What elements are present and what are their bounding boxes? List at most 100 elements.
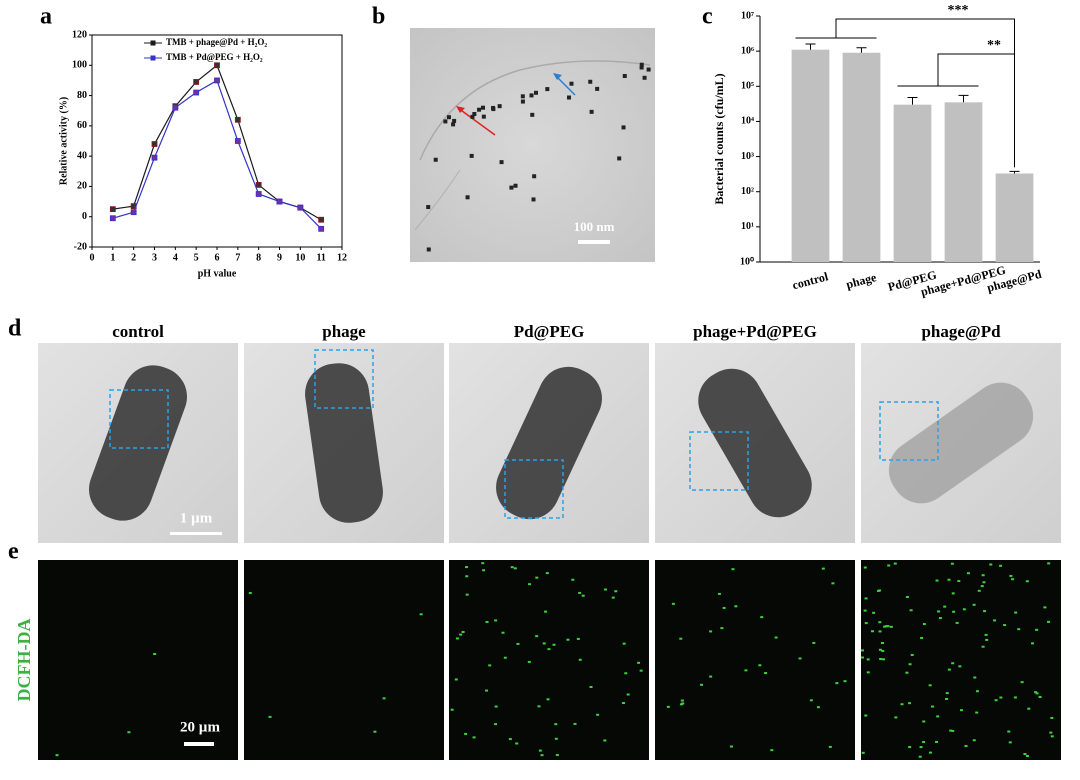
y-tick-label: 10⁷ bbox=[741, 10, 754, 21]
nanoparticle bbox=[520, 99, 525, 104]
fluorescent-dot bbox=[248, 591, 252, 594]
y-tick-label: 40 bbox=[77, 150, 87, 161]
fluorescent-dot bbox=[951, 729, 955, 732]
tem-image: 100 nm bbox=[410, 28, 655, 262]
bar bbox=[893, 104, 932, 263]
nanoparticle bbox=[639, 65, 644, 70]
nanoparticle bbox=[513, 183, 518, 188]
fluorescent-dot bbox=[894, 716, 898, 719]
fluorescence-image bbox=[449, 560, 649, 760]
fluorescent-dot bbox=[481, 562, 485, 565]
nanoparticle bbox=[639, 62, 644, 67]
fluorescent-dot bbox=[957, 580, 961, 583]
fluorescent-dot bbox=[465, 593, 469, 596]
data-point bbox=[130, 209, 137, 216]
zoom-box bbox=[314, 349, 374, 409]
y-tick-label: 80 bbox=[77, 90, 87, 101]
bar bbox=[944, 102, 983, 262]
fluorescent-dot bbox=[910, 653, 914, 656]
fluorescent-dot bbox=[964, 744, 968, 747]
fluorescent-dot bbox=[472, 736, 476, 739]
fluorescent-dot bbox=[983, 610, 987, 613]
bacterium bbox=[89, 365, 187, 521]
fluorescent-dot bbox=[864, 714, 868, 717]
fluorescent-dot bbox=[812, 641, 816, 644]
fluorescent-dot bbox=[981, 645, 985, 648]
fluorescent-dot bbox=[729, 745, 733, 748]
nanoparticle bbox=[622, 74, 627, 79]
fluorescent-dot bbox=[581, 594, 585, 597]
fluorescent-dot bbox=[877, 589, 881, 592]
data-point bbox=[109, 215, 116, 222]
fluorescent-dot bbox=[1020, 681, 1024, 684]
nanoparticle bbox=[443, 119, 448, 124]
fluorescent-dot bbox=[573, 722, 577, 725]
fluorescent-dot bbox=[624, 672, 628, 675]
x-tick-label: 1 bbox=[110, 252, 115, 263]
fluorescent-dot bbox=[544, 610, 548, 613]
fluorescent-dot bbox=[861, 649, 865, 652]
fluorescent-dot bbox=[881, 649, 885, 652]
y-tick-label: 60 bbox=[77, 120, 87, 131]
fluorescent-dot bbox=[1011, 578, 1015, 581]
fluorescent-dot bbox=[936, 715, 940, 718]
panel-label: c bbox=[702, 4, 713, 30]
fluorescent-dot bbox=[482, 569, 486, 572]
zoom-box bbox=[879, 401, 939, 461]
data-point bbox=[214, 77, 220, 84]
nanoparticle bbox=[646, 67, 651, 72]
nanoparticle bbox=[642, 75, 647, 80]
fluorescent-dot bbox=[774, 636, 778, 639]
fluorescent-dot bbox=[864, 597, 868, 600]
fluorescent-dot bbox=[1007, 730, 1011, 733]
fluorescent-dot bbox=[464, 732, 468, 735]
fluorescent-dot bbox=[455, 637, 459, 640]
fluorescent-dot bbox=[931, 705, 935, 708]
nanoparticle bbox=[617, 156, 622, 161]
scale-bar-label: 100 nm bbox=[574, 219, 615, 234]
data-point bbox=[318, 216, 325, 223]
fluorescent-dot bbox=[566, 638, 570, 641]
fluorescent-dot bbox=[889, 625, 893, 628]
fluorescent-dot bbox=[831, 582, 835, 585]
nanoparticle bbox=[465, 195, 470, 200]
fluorescent-dot bbox=[908, 746, 912, 749]
fluorescence-image bbox=[244, 560, 444, 760]
bar bbox=[791, 49, 830, 262]
fluorescent-dot bbox=[985, 638, 989, 641]
fluorescent-dot bbox=[951, 592, 955, 595]
data-point bbox=[234, 116, 241, 123]
fluorescent-dot bbox=[666, 705, 670, 708]
fluorescent-dot bbox=[637, 661, 641, 664]
y-tick-label: 10² bbox=[741, 186, 754, 197]
fluorescent-dot bbox=[528, 583, 532, 586]
fluorescent-dot bbox=[1027, 707, 1031, 710]
fluorescent-dot bbox=[947, 578, 951, 581]
fluorescent-dot bbox=[919, 746, 923, 749]
fluorescent-dot bbox=[1025, 754, 1029, 757]
fluorescent-dot bbox=[1023, 752, 1027, 755]
fluorescent-dot bbox=[1035, 628, 1039, 631]
nanoparticle bbox=[491, 105, 496, 110]
fluorescent-dot bbox=[1047, 562, 1051, 565]
fluorescent-dot bbox=[972, 603, 976, 606]
fluorescent-dot bbox=[878, 621, 882, 624]
nanoparticle bbox=[433, 157, 438, 162]
fluorescent-dot bbox=[1017, 628, 1021, 631]
fluorescent-dot bbox=[866, 671, 870, 674]
error-bar bbox=[958, 94, 969, 103]
fluorescent-dot bbox=[1043, 606, 1047, 609]
y-tick-label: 10³ bbox=[741, 151, 754, 162]
fluorescent-dot bbox=[943, 605, 947, 608]
y-tick-label: 20 bbox=[77, 181, 87, 192]
fluorescent-dot bbox=[540, 754, 544, 757]
fluorescent-dot bbox=[1031, 642, 1035, 645]
fluorescent-dot bbox=[920, 636, 924, 639]
fluorescent-dot bbox=[879, 657, 883, 660]
nanoparticle bbox=[451, 122, 456, 127]
fluorescence-image bbox=[861, 560, 1061, 760]
bacterium-body bbox=[698, 368, 812, 518]
fluorescent-dot bbox=[1049, 731, 1053, 734]
fluorescent-dot bbox=[861, 656, 865, 659]
nanoparticle bbox=[499, 160, 504, 165]
